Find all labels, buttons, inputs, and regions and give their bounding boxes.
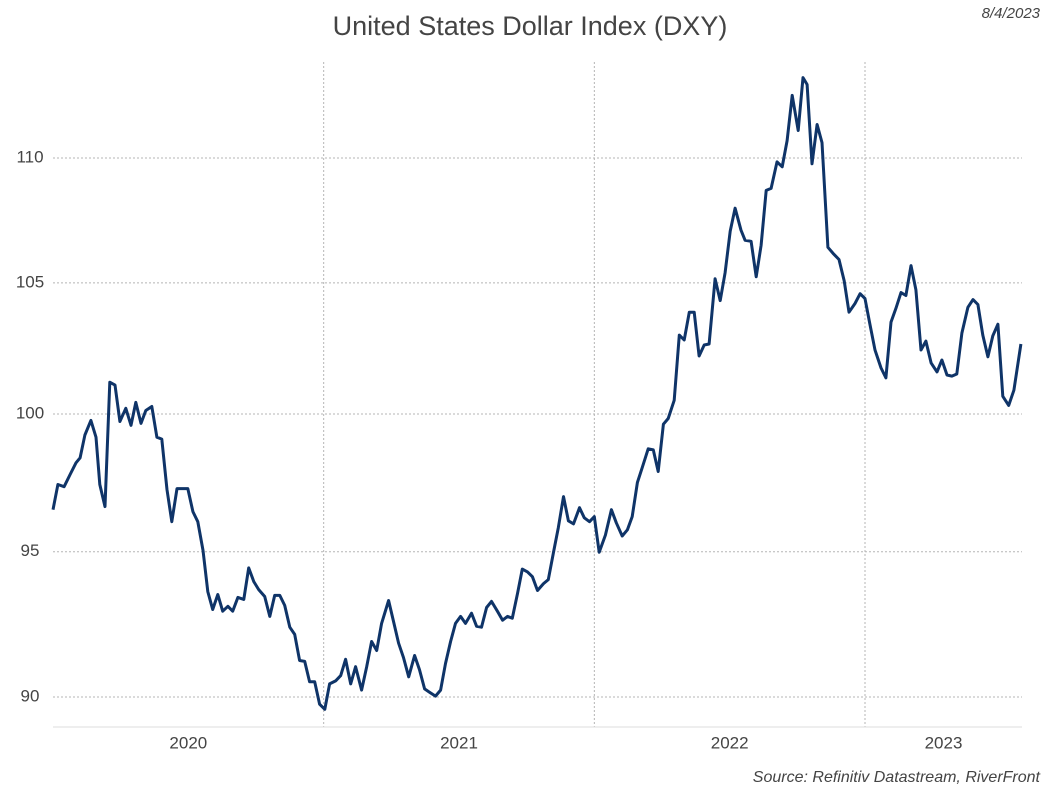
y-tick-label: 110	[16, 147, 43, 166]
series-line	[51, 76, 1023, 711]
x-tick-label: 2022	[711, 733, 749, 752]
chart-title: United States Dollar Index (DXY)	[333, 11, 728, 41]
y-tick-label: 95	[21, 541, 40, 560]
y-tick-label: 105	[16, 272, 44, 291]
y-tick-label: 100	[16, 403, 44, 422]
y-tick-label: 90	[21, 686, 40, 705]
source-note: Source: Refinitiv Datastream, RiverFront	[753, 769, 1041, 786]
x-tick-label: 2020	[169, 733, 207, 752]
date-label: 8/4/2023	[982, 5, 1041, 22]
x-tick-label: 2023	[925, 733, 963, 752]
x-tick-label: 2021	[440, 733, 478, 752]
